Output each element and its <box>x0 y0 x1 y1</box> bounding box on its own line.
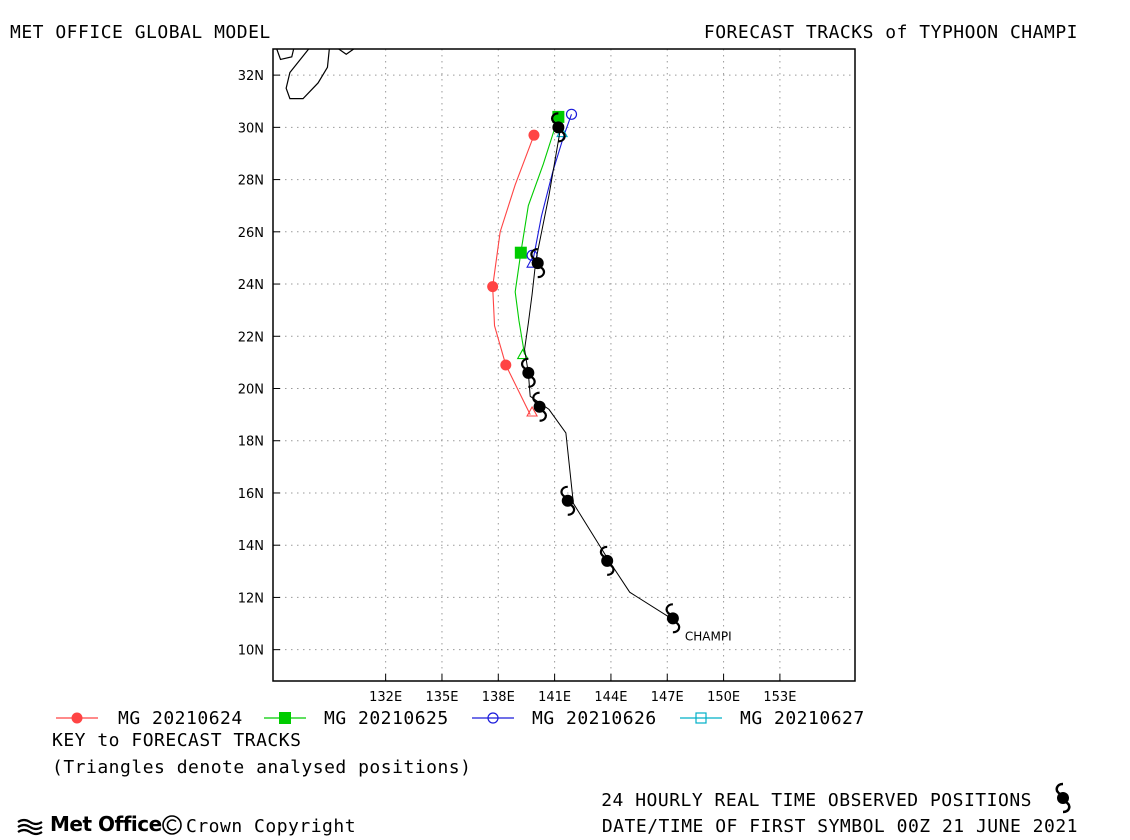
lon-tick-label: 147E <box>651 690 684 705</box>
copyright-text: Crown Copyright <box>186 816 357 837</box>
footer-cyclone-icon <box>1055 782 1071 814</box>
lat-tick-label: 16N <box>238 487 264 502</box>
lat-tick-label: 32N <box>238 69 264 84</box>
forecast-marker <box>500 359 512 371</box>
copyright-icon <box>162 815 182 835</box>
cyclone-symbol-icon <box>530 248 546 279</box>
legend-symbols <box>56 712 722 724</box>
forecast-track-0 <box>487 129 540 417</box>
tracks: CHAMPI <box>487 108 732 643</box>
coastline-segment <box>338 48 355 55</box>
lat-tick-label: 30N <box>238 121 264 136</box>
lon-tick-label: 150E <box>707 690 740 705</box>
map-frame <box>272 48 856 682</box>
grid-lines <box>273 49 855 681</box>
header-left-title: MET OFFICE GLOBAL MODEL <box>10 22 271 43</box>
forecast-marker <box>514 246 527 259</box>
lat-tick-label: 10N <box>238 644 264 659</box>
coastline <box>276 48 355 100</box>
lat-tick-label: 26N <box>238 226 264 241</box>
forecast-marker <box>565 108 578 120</box>
legend-label-0: MG 20210624 <box>118 708 243 729</box>
legend-marker-0 <box>71 712 83 724</box>
coastline-segment <box>285 48 330 100</box>
met-office-logo-icon <box>17 818 43 836</box>
coastline-segment <box>276 48 295 61</box>
lon-tick-label: 132E <box>369 690 402 705</box>
lon-tick-label: 135E <box>425 690 458 705</box>
footer-first-symbol: DATE/TIME OF FIRST SYMBOL 00Z 21 JUNE 20… <box>601 816 1078 837</box>
legend-key-title: KEY to FORECAST TRACKS <box>52 730 302 751</box>
legend-marker-1 <box>279 712 291 724</box>
legend-label-1: MG 20210625 <box>324 708 449 729</box>
lat-tick-label: 24N <box>238 278 264 293</box>
lat-tick-label: 20N <box>238 383 264 398</box>
lat-tick-label: 18N <box>238 435 264 450</box>
lat-tick-label: 28N <box>238 174 264 189</box>
legend-label-3: MG 20210627 <box>740 708 865 729</box>
lat-tick-label: 12N <box>238 591 264 606</box>
lon-tick-label: 153E <box>763 690 796 705</box>
cyclone-symbol-icon <box>599 545 615 576</box>
forecast-track-line <box>514 116 559 355</box>
cyclone-symbol-icon <box>551 112 566 143</box>
storm-name-label: CHAMPI <box>685 629 732 643</box>
lon-tick-label: 138E <box>482 690 515 705</box>
header-right-title: FORECAST TRACKS of TYPHOON CHAMPI <box>703 22 1078 43</box>
legend-marker-3 <box>695 712 707 724</box>
cyclone-symbol-icon <box>560 485 576 516</box>
legend-triangles-note: (Triangles denote analysed positions) <box>52 757 472 778</box>
analysed-position-triangle <box>526 405 539 417</box>
forecast-track-line <box>531 114 573 264</box>
lon-tick-label: 141E <box>538 690 571 705</box>
footer-observed-positions: 24 HOURLY REAL TIME OBSERVED POSITIONS <box>601 790 1032 811</box>
forecast-marker <box>528 129 540 141</box>
axes: 32N 30N 28N 26N 24N 22N 20N 18N 16N 14N 12N 10N 132E… <box>238 69 797 705</box>
lon-tick-label: 144E <box>594 690 627 705</box>
met-office-logo-text: Met Office <box>50 812 162 836</box>
cyclone-symbol-icon <box>520 357 536 388</box>
legend-label-2: MG 20210626 <box>532 708 657 729</box>
forecast-marker <box>487 281 499 293</box>
legend-marker-2 <box>487 712 499 724</box>
cyclone-symbol-icon <box>665 603 681 634</box>
lat-tick-label: 22N <box>238 330 264 345</box>
lat-tick-label: 14N <box>238 539 264 554</box>
observed-track: CHAMPI <box>520 112 732 643</box>
cyclone-symbol-icon <box>532 391 547 422</box>
